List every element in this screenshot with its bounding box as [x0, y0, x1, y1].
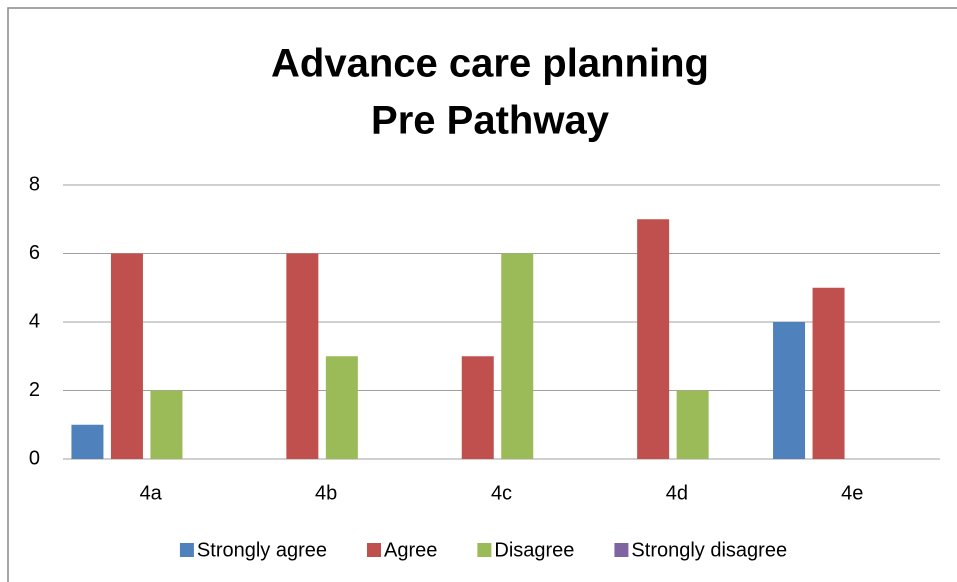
legend-swatch: [367, 543, 381, 557]
legend-swatch: [477, 543, 492, 557]
legend-swatch: [179, 543, 194, 557]
chart-frame: [7, 7, 957, 582]
x-tick-label: 4e: [841, 482, 863, 504]
y-tick-label: 8: [29, 173, 40, 195]
x-tick-label: 4c: [491, 482, 512, 504]
chart-title: Advance care planning: [271, 42, 709, 86]
y-tick-label: 6: [29, 242, 40, 264]
legend-label: Strongly agree: [197, 539, 327, 561]
x-tick-label: 4b: [315, 482, 337, 504]
x-tick-label: 4a: [140, 482, 163, 504]
legend-label: Disagree: [494, 539, 574, 561]
legend-swatch: [614, 543, 629, 557]
bar: [325, 356, 358, 459]
chart-title: Pre Pathway: [371, 99, 610, 143]
bar: [150, 390, 183, 459]
legend-label: Strongly disagree: [631, 539, 787, 561]
x-tick-label: 4d: [666, 482, 688, 504]
y-tick-label: 4: [29, 310, 40, 332]
bar: [637, 219, 670, 459]
bar: [812, 287, 845, 459]
y-tick-label: 0: [29, 447, 40, 469]
bar: [501, 253, 534, 459]
bar: [110, 253, 143, 459]
bar: [773, 322, 806, 459]
bar: [71, 424, 104, 459]
bar: [461, 356, 494, 459]
y-tick-label: 2: [29, 379, 40, 401]
legend-label: Agree: [384, 539, 437, 561]
bar: [676, 390, 709, 459]
bar: [286, 253, 319, 459]
